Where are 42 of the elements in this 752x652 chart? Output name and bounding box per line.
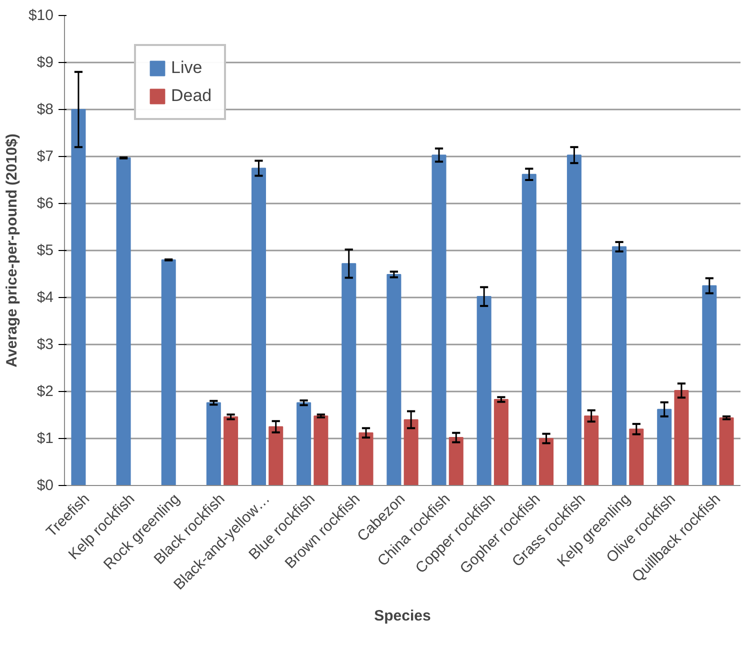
bar <box>657 408 672 486</box>
bar <box>476 296 492 486</box>
y-tick-label: $8 <box>36 101 54 118</box>
y-tick-label: $6 <box>36 195 54 212</box>
bar <box>584 415 599 486</box>
bar <box>386 274 402 486</box>
bar <box>494 398 508 486</box>
legend-label: Live <box>171 58 202 78</box>
bar <box>206 402 221 486</box>
bar <box>719 417 734 486</box>
y-tick-label: $10 <box>28 7 54 24</box>
bar <box>432 154 446 486</box>
y-tick-label: $2 <box>36 383 54 400</box>
bar <box>448 437 464 486</box>
bar <box>251 168 266 486</box>
bar <box>342 263 356 486</box>
y-tick-label: $5 <box>36 242 54 259</box>
y-tick-label: $3 <box>36 336 54 353</box>
bar <box>539 438 554 486</box>
y-tick-label: $7 <box>36 148 54 165</box>
bar <box>116 157 131 486</box>
bar <box>522 174 536 486</box>
legend-label: Dead <box>171 86 212 106</box>
bar <box>224 416 238 486</box>
bar <box>314 415 328 486</box>
bar <box>71 109 86 486</box>
bar <box>268 426 284 486</box>
bar <box>358 432 374 486</box>
bar <box>629 428 644 486</box>
y-tick-label: $4 <box>36 289 54 306</box>
bar <box>296 402 312 486</box>
y-tick-label: $0 <box>36 477 54 494</box>
bar <box>566 154 582 486</box>
bar <box>702 285 717 486</box>
bar <box>612 246 627 486</box>
bar <box>161 259 176 486</box>
y-axis-title: Average price-per-pound (2010$) <box>3 134 20 368</box>
x-axis-title: Species <box>374 607 431 624</box>
y-tick-label: $1 <box>36 430 54 447</box>
bar <box>674 390 689 486</box>
y-tick-label: $9 <box>36 54 54 71</box>
bar <box>404 419 418 486</box>
